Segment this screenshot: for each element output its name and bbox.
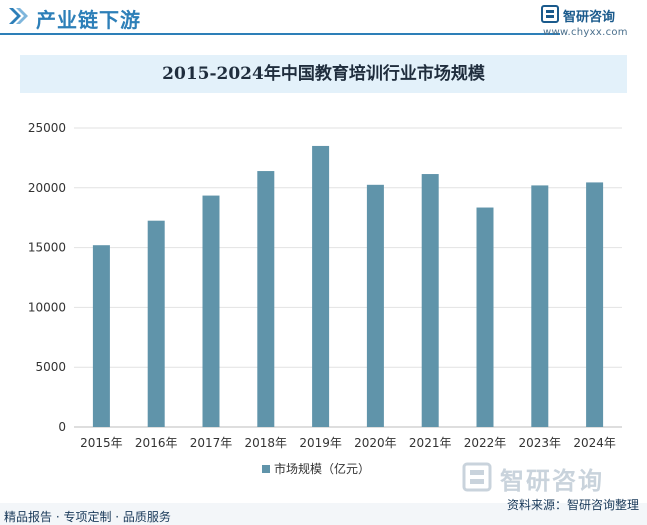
chart-title: 2015-2024年中国教育培训行业市场规模 <box>162 64 485 84</box>
x-tick-label: 2020年 <box>354 436 397 450</box>
x-tick-label: 2015年 <box>80 436 123 450</box>
bar-2020年 <box>366 184 384 427</box>
zhiyan-logo-icon <box>541 5 559 23</box>
watermark-logo-icon <box>462 462 492 492</box>
y-tick-label: 10000 <box>28 300 66 314</box>
x-tick-label: 2022年 <box>464 436 507 450</box>
brand-url: www.chyxx.com <box>543 27 628 38</box>
brand-name: 智研咨询 <box>563 10 616 25</box>
bar-2024年 <box>586 182 604 427</box>
header-divider <box>0 33 560 35</box>
section-title: 产业链下游 <box>36 8 141 32</box>
x-tick-label: 2024年 <box>573 436 616 450</box>
x-tick-label: 2021年 <box>409 436 452 450</box>
chart-title-box: 2015-2024年中国教育培训行业市场规模 <box>20 55 627 93</box>
x-axis-ticks: 2015年 2016年 2017年 2018年 2019年 2020年 2021年 2022年… <box>80 436 616 450</box>
legend-label: 市场规模（亿元） <box>274 462 371 476</box>
bar-2021年 <box>421 174 439 427</box>
double-chevron-icon <box>9 8 28 24</box>
bars <box>92 145 604 427</box>
source-note: 资料来源：智研咨询整理 <box>506 498 639 512</box>
x-tick-label: 2019年 <box>299 436 342 450</box>
watermark-text: 智研咨询 <box>500 467 604 495</box>
y-tick-label: 0 <box>58 420 66 434</box>
y-tick-label: 20000 <box>28 181 66 195</box>
legend-swatch <box>262 465 270 473</box>
y-tick-label: 25000 <box>28 121 66 135</box>
bar-2017年 <box>202 195 220 427</box>
y-tick-label: 5000 <box>35 360 66 374</box>
x-tick-label: 2018年 <box>245 436 288 450</box>
bar-2022年 <box>476 207 494 427</box>
footer-band <box>0 503 647 525</box>
y-axis-ticks: 0 5000 10000 15000 20000 25000 <box>28 121 66 434</box>
x-tick-label: 2016年 <box>135 436 178 450</box>
x-tick-label: 2023年 <box>519 436 562 450</box>
bar-2015年 <box>92 245 110 427</box>
grid-lines <box>74 127 622 428</box>
brand: 智研咨询 www.chyxx.com <box>541 5 641 39</box>
bar-2016年 <box>147 220 165 427</box>
bar-2023年 <box>531 185 549 427</box>
y-tick-label: 15000 <box>28 241 66 255</box>
footer-tagline: 精品报告 · 专项定制 · 品质服务 <box>4 510 171 524</box>
section-header: 产业链下游 智研咨询 www.chyxx.com <box>0 0 647 39</box>
bar-2019年 <box>312 145 330 427</box>
bar-2018年 <box>257 171 275 427</box>
x-tick-label: 2017年 <box>190 436 233 450</box>
